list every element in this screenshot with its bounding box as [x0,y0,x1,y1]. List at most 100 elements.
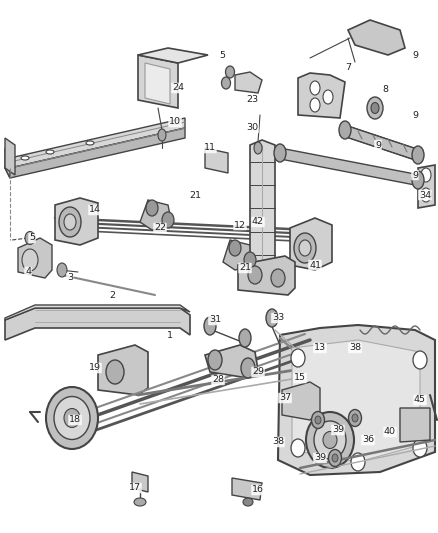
Ellipse shape [294,233,316,263]
Polygon shape [400,408,430,442]
Polygon shape [235,72,262,93]
Text: 30: 30 [246,124,258,133]
Ellipse shape [412,171,424,189]
Polygon shape [205,148,228,173]
Ellipse shape [244,252,256,268]
Ellipse shape [57,263,67,277]
Ellipse shape [59,207,81,237]
Ellipse shape [254,142,262,154]
Polygon shape [278,325,435,475]
Text: 9: 9 [412,51,418,60]
Text: 42: 42 [252,217,264,227]
Ellipse shape [299,240,311,256]
Text: 21: 21 [189,190,201,199]
Text: 2: 2 [109,290,115,300]
Text: 15: 15 [294,374,306,383]
Ellipse shape [323,90,333,104]
Text: 39: 39 [314,454,326,463]
Text: 38: 38 [349,343,361,352]
Polygon shape [340,125,420,160]
Ellipse shape [54,397,90,440]
Text: 11: 11 [204,143,216,152]
Ellipse shape [291,439,305,457]
Text: 41: 41 [309,261,321,270]
Ellipse shape [371,102,379,114]
Ellipse shape [146,200,158,216]
Ellipse shape [248,266,262,284]
Polygon shape [18,238,52,278]
Ellipse shape [22,249,38,271]
Ellipse shape [25,231,35,245]
Polygon shape [5,118,185,168]
Polygon shape [140,200,172,230]
Text: 18: 18 [69,416,81,424]
Polygon shape [138,55,178,108]
Text: 37: 37 [279,393,291,402]
Ellipse shape [352,414,358,422]
Polygon shape [292,340,420,462]
Text: 22: 22 [154,223,166,232]
Polygon shape [348,20,405,55]
Ellipse shape [311,411,325,429]
Text: 21: 21 [239,263,251,272]
Ellipse shape [229,240,241,256]
Text: 10: 10 [169,117,181,126]
Text: 23: 23 [246,95,258,104]
Polygon shape [55,198,98,245]
Ellipse shape [367,97,383,119]
Ellipse shape [226,66,234,78]
Polygon shape [5,138,15,175]
Text: 39: 39 [332,425,344,434]
Ellipse shape [328,449,342,466]
Ellipse shape [421,168,431,182]
Polygon shape [132,472,148,492]
Text: 12: 12 [234,221,246,230]
Ellipse shape [351,453,365,471]
Ellipse shape [86,141,94,145]
Text: 9: 9 [412,110,418,119]
Text: 36: 36 [362,435,374,445]
Polygon shape [5,305,190,320]
Ellipse shape [310,98,320,112]
Ellipse shape [291,349,305,367]
Ellipse shape [239,329,251,347]
Ellipse shape [243,498,253,506]
Ellipse shape [222,77,230,89]
Polygon shape [298,73,345,118]
Ellipse shape [413,439,427,457]
Ellipse shape [64,408,80,427]
Ellipse shape [266,309,278,327]
Text: 5: 5 [219,51,225,60]
Text: 13: 13 [314,343,326,352]
Ellipse shape [412,146,424,164]
Text: 1: 1 [167,330,173,340]
Ellipse shape [46,150,54,154]
Text: 7: 7 [345,63,351,72]
Polygon shape [205,345,258,378]
Text: 8: 8 [382,85,388,94]
Ellipse shape [204,317,216,335]
Ellipse shape [349,409,361,426]
Text: 28: 28 [212,376,224,384]
Text: 38: 38 [272,438,284,447]
Ellipse shape [106,360,124,384]
Ellipse shape [162,212,174,228]
Polygon shape [223,240,255,270]
Ellipse shape [332,454,338,462]
Text: 5: 5 [29,233,35,243]
Polygon shape [5,148,10,178]
Polygon shape [5,308,190,340]
Polygon shape [138,48,208,63]
Text: 29: 29 [252,367,264,376]
Ellipse shape [208,350,222,370]
Ellipse shape [271,269,285,287]
Polygon shape [238,256,295,295]
Text: 34: 34 [419,190,431,199]
Polygon shape [282,382,320,420]
Ellipse shape [158,129,166,141]
Ellipse shape [421,188,431,202]
Polygon shape [98,345,148,395]
Ellipse shape [134,498,146,506]
Ellipse shape [315,416,321,424]
Polygon shape [290,218,332,270]
